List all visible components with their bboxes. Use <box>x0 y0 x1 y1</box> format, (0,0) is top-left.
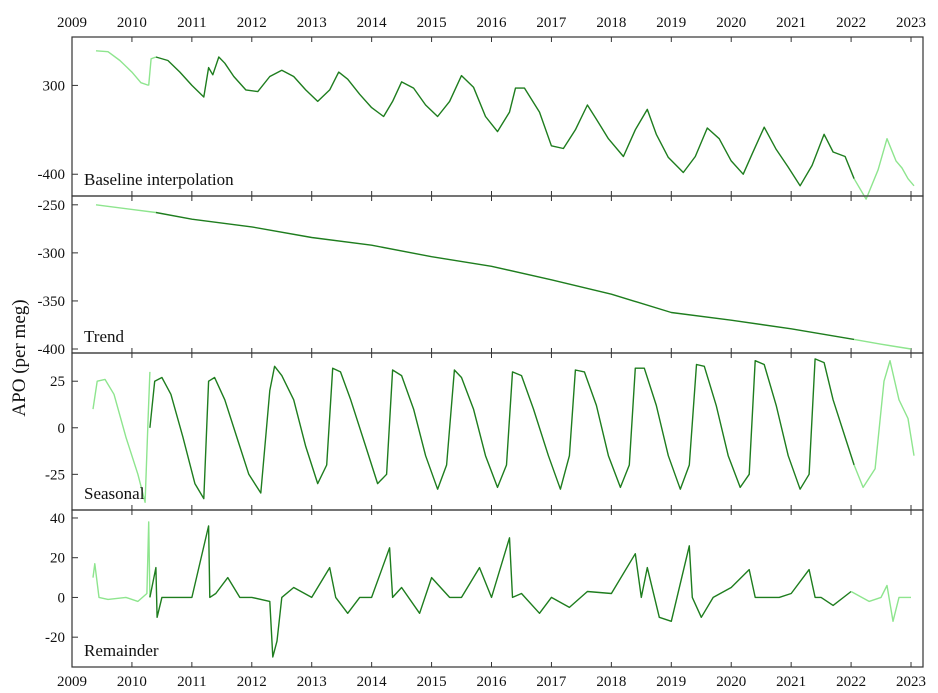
x-tick-label-bottom: 2009 <box>57 674 87 690</box>
panel-frame-3 <box>71 509 924 668</box>
x-tick-label-bottom: 2012 <box>237 674 267 690</box>
x-tick-label-top: 2023 <box>896 15 926 31</box>
series-line-dark <box>155 56 855 187</box>
series-line-light <box>853 338 912 350</box>
x-tick-label-bottom: 2021 <box>776 674 806 690</box>
x-tick-label-top: 2010 <box>117 15 147 31</box>
panel-label: Seasonal <box>84 484 145 503</box>
series-line-dark <box>149 358 855 500</box>
x-tick-label-top: 2011 <box>177 15 206 31</box>
x-tick-label-bottom: 2010 <box>117 674 147 690</box>
x-tick-label-bottom: 2011 <box>177 674 206 690</box>
series-line-light <box>95 204 156 214</box>
panel-label: Remainder <box>84 641 159 660</box>
series-line-dark <box>155 211 855 341</box>
y-tick-label: -400 <box>38 167 66 183</box>
y-tick-label: 20 <box>50 551 65 567</box>
series-line-light <box>148 56 157 86</box>
y-tick-label: -350 <box>38 294 66 310</box>
x-tick-label-top: 2020 <box>716 15 746 31</box>
x-tick-label-top: 2017 <box>536 15 567 31</box>
x-tick-label-bottom: 2020 <box>716 674 746 690</box>
x-tick-label-top: 2019 <box>656 15 686 31</box>
x-tick-label-top: 2022 <box>836 15 866 31</box>
x-tick-label-bottom: 2022 <box>836 674 866 690</box>
x-tick-label-bottom: 2015 <box>417 674 447 690</box>
x-tick-label-top: 2021 <box>776 15 806 31</box>
x-tick-label-bottom: 2019 <box>656 674 686 690</box>
x-tick-label-bottom: 2013 <box>297 674 327 690</box>
y-tick-label: -25 <box>45 467 65 483</box>
series-line-light <box>92 521 151 603</box>
x-tick-label-top: 2016 <box>477 15 508 31</box>
x-tick-label-top: 2015 <box>417 15 447 31</box>
y-tick-label: 40 <box>50 511 65 527</box>
x-tick-label-top: 2014 <box>357 15 388 31</box>
x-tick-label-top: 2012 <box>237 15 267 31</box>
y-tick-label: 0 <box>58 590 66 606</box>
x-tick-label-bottom: 2017 <box>536 674 567 690</box>
panel-label: Baseline interpolation <box>84 170 234 189</box>
y-tick-label: -300 <box>38 246 66 262</box>
series-line-dark <box>149 525 852 658</box>
x-tick-label-bottom: 2023 <box>896 674 926 690</box>
series-line-light <box>92 371 151 503</box>
series-line-light <box>853 138 915 200</box>
y-tick-label: -20 <box>45 630 65 646</box>
x-tick-label-top: 2009 <box>57 15 87 31</box>
x-tick-label-bottom: 2018 <box>596 674 626 690</box>
y-tick-label: -400 <box>38 342 66 358</box>
x-tick-label-bottom: 2016 <box>477 674 508 690</box>
y-tick-label: -250 <box>38 198 66 214</box>
x-tick-label-top: 2013 <box>297 15 327 31</box>
y-tick-label: 25 <box>50 374 65 390</box>
y-axis-label: APO (per meg) <box>9 299 30 416</box>
series-line-light <box>850 584 911 622</box>
y-tick-label: 300 <box>43 78 66 94</box>
panel-label: Trend <box>84 327 124 346</box>
x-tick-label-top: 2018 <box>596 15 626 31</box>
x-tick-label-bottom: 2014 <box>357 674 388 690</box>
series-line-light <box>853 360 915 489</box>
y-tick-label: 0 <box>58 421 66 437</box>
series-line-light <box>95 50 149 87</box>
